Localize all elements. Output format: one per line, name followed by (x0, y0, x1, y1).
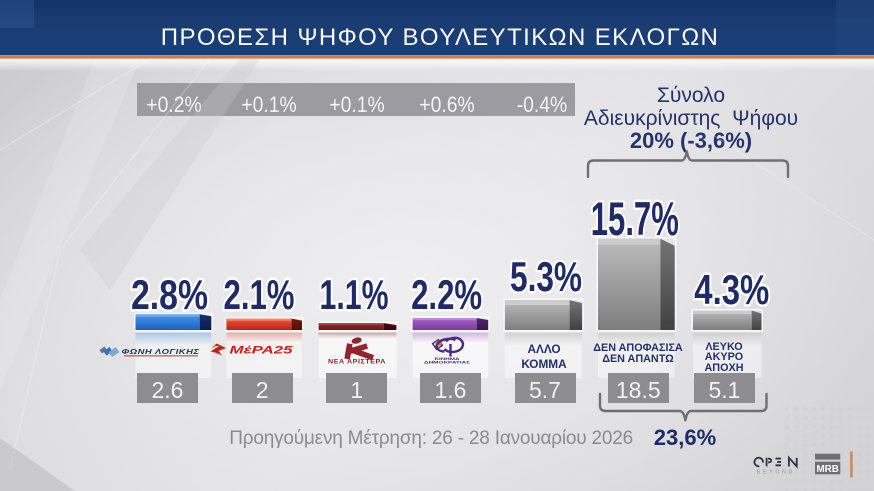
svg-text:ΝΕΑ ΑΡΙΣΤΕΡΑ: ΝΕΑ ΑΡΙΣΤΕΡΑ (328, 359, 386, 366)
svg-text:BEYOND: BEYOND (757, 469, 796, 475)
svg-text:2.1%: 2.1% (224, 271, 295, 318)
svg-text:2.8%: 2.8% (131, 271, 208, 318)
svg-text:5.3%: 5.3% (510, 253, 582, 300)
svg-text:ΔΗΜΟΚΡΑΤΙΑΣ: ΔΗΜΟΚΡΑΤΙΑΣ (424, 360, 471, 365)
svg-text:ΦΩΝΗ ΛΟΓΙΚΗΣ: ΦΩΝΗ ΛΟΓΙΚΗΣ (122, 347, 200, 356)
svg-text:MRB: MRB (816, 464, 839, 475)
svg-text:2.2%: 2.2% (411, 271, 482, 318)
svg-text:ΚΙΝΗΜΑ: ΚΙΝΗΜΑ (435, 356, 460, 361)
svg-text:4.3%: 4.3% (694, 266, 769, 313)
svg-text:15.7%: 15.7% (591, 192, 679, 245)
svg-text:ΜέΡΑ25: ΜέΡΑ25 (230, 344, 295, 356)
svg-text:1.1%: 1.1% (320, 271, 389, 318)
